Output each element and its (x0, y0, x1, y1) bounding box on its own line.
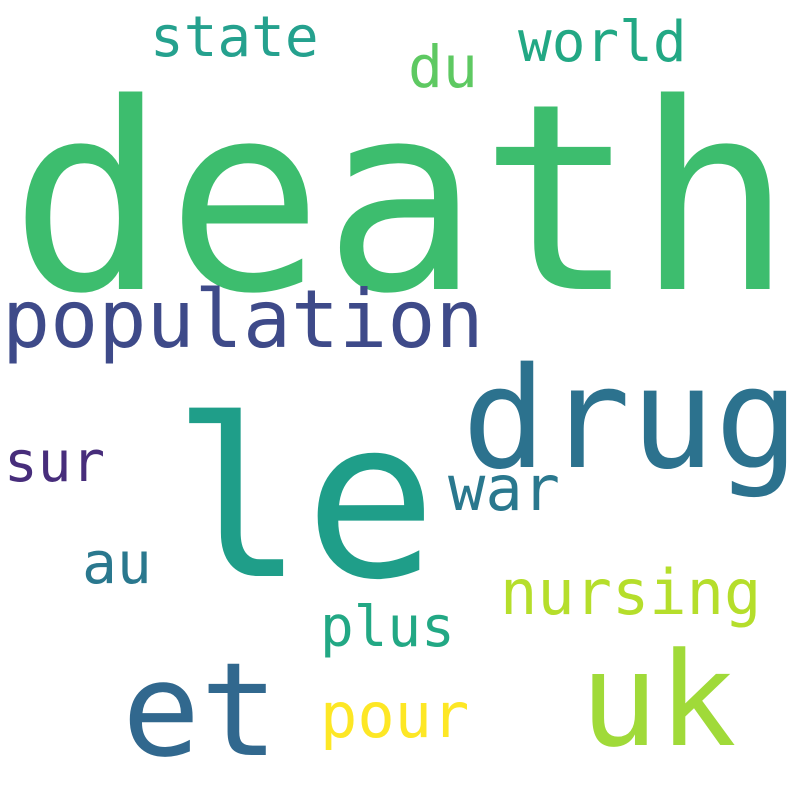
word-nursing: nursing (500, 556, 762, 629)
word-drug: drug (462, 338, 800, 501)
word-le: le (172, 372, 437, 628)
word-pour: pour (320, 679, 470, 752)
word-war: war (448, 452, 560, 525)
word-au: au (82, 529, 152, 597)
word-du: du (408, 33, 478, 101)
word-sur: sur (4, 430, 106, 495)
word-population: population (2, 273, 484, 366)
word-death: death (10, 49, 793, 351)
word-plus: plus (320, 595, 455, 660)
word-world: world (518, 10, 687, 75)
word-state: state (150, 5, 319, 70)
word-et: et (122, 634, 279, 786)
word-uk: uk (580, 624, 737, 776)
